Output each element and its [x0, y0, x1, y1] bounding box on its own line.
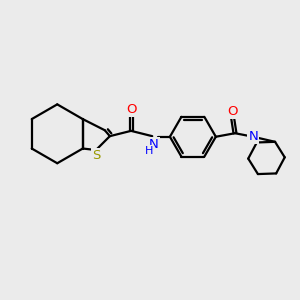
Text: S: S: [92, 149, 100, 162]
Text: O: O: [227, 105, 238, 118]
Text: N: N: [149, 138, 159, 151]
Text: O: O: [126, 103, 136, 116]
Text: H: H: [145, 146, 154, 156]
Text: N: N: [248, 130, 258, 143]
